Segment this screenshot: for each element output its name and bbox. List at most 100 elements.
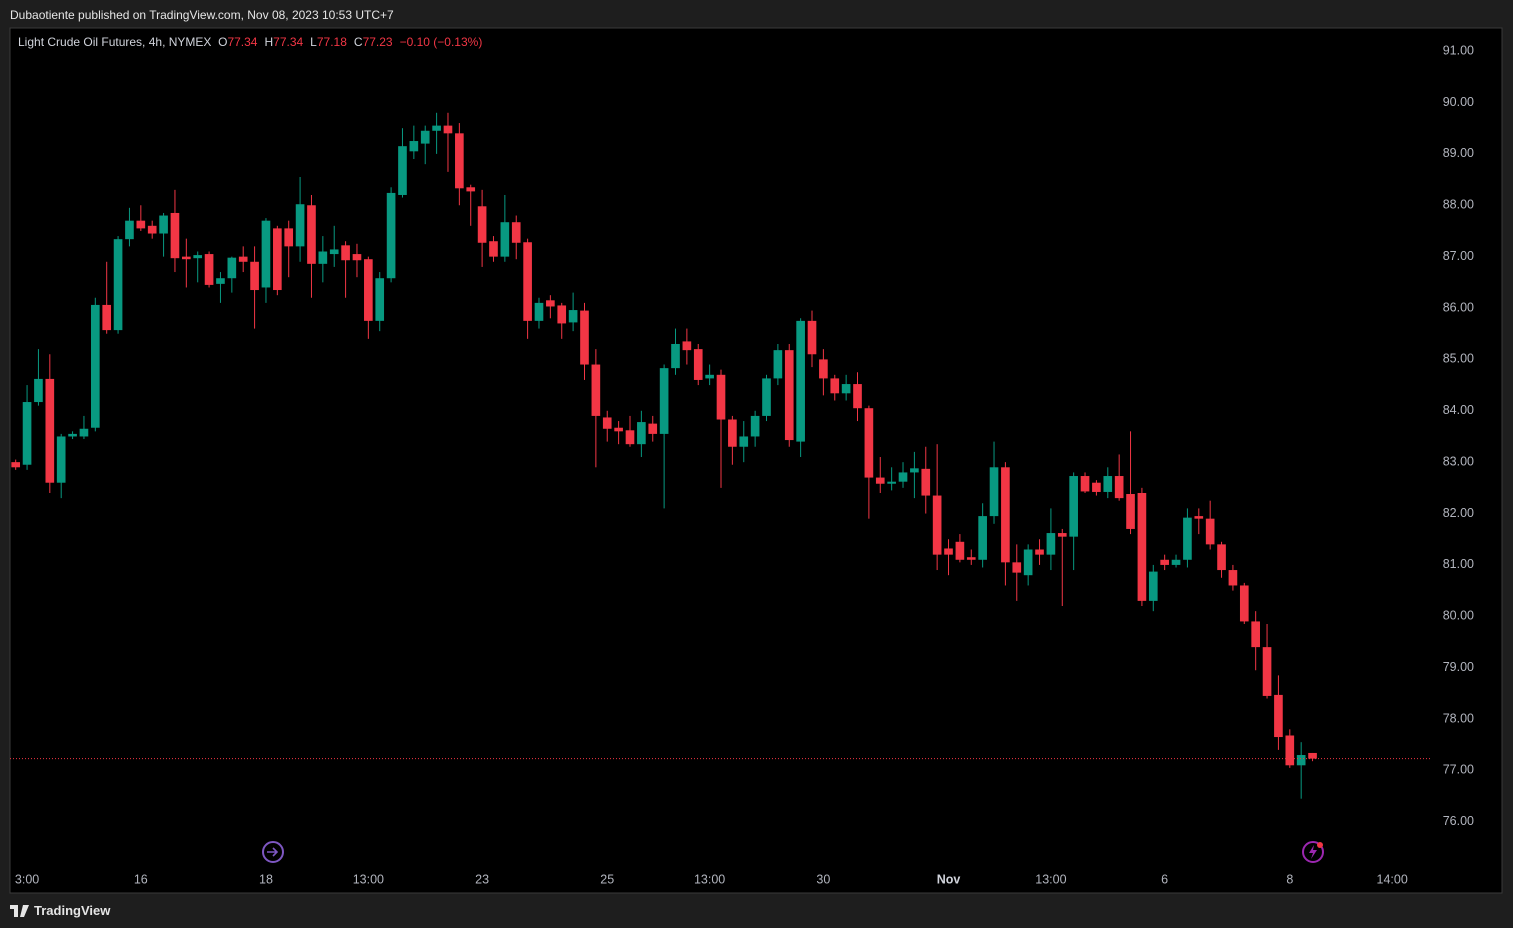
candle-body bbox=[546, 300, 555, 307]
candle-body bbox=[182, 256, 191, 260]
candle-body bbox=[659, 368, 669, 434]
candle-body bbox=[1217, 544, 1226, 571]
candle-body bbox=[250, 261, 259, 291]
candle-body bbox=[1137, 492, 1147, 601]
logo bbox=[10, 904, 29, 917]
candle-body bbox=[500, 222, 510, 257]
y-tick-label: 86.00 bbox=[1443, 300, 1474, 314]
candle-body bbox=[34, 378, 43, 403]
candle-body bbox=[910, 468, 919, 473]
candle-body bbox=[932, 495, 942, 555]
candle-body bbox=[102, 304, 112, 331]
candle-body bbox=[1057, 533, 1067, 537]
y-tick-label: 87.00 bbox=[1443, 249, 1474, 263]
candle-body bbox=[147, 225, 157, 234]
icon-bolt bbox=[1309, 845, 1317, 859]
candle-body bbox=[978, 516, 987, 560]
candle-body bbox=[898, 472, 908, 482]
candle-body bbox=[1194, 516, 1204, 519]
candle-body bbox=[170, 212, 180, 259]
candle-body bbox=[614, 427, 623, 432]
event-icon[interactable] bbox=[262, 841, 284, 863]
candle-body bbox=[1251, 621, 1260, 648]
candle-body bbox=[11, 462, 21, 468]
candle-body bbox=[1160, 559, 1169, 565]
y-tick-label: 84.00 bbox=[1443, 403, 1474, 417]
candle-body bbox=[159, 215, 168, 234]
candle-body bbox=[1183, 517, 1192, 560]
candle-body bbox=[762, 378, 771, 416]
symbol: Light Crude Oil Futures, 4h, NYMEX bbox=[18, 35, 212, 49]
ohlc-key: H bbox=[264, 35, 274, 49]
candle-body bbox=[1001, 467, 1010, 563]
x-tick-label: 13:00 bbox=[694, 872, 725, 886]
candle-body bbox=[477, 206, 487, 243]
candle-body bbox=[1285, 735, 1295, 766]
y-tick-label: 91.00 bbox=[1443, 43, 1474, 57]
candle-body bbox=[466, 187, 476, 192]
candle-body bbox=[807, 320, 817, 355]
candle-body bbox=[1296, 755, 1306, 766]
candle-body bbox=[489, 241, 498, 257]
candle-body bbox=[864, 408, 874, 478]
candle-body bbox=[386, 192, 396, 279]
x-tick-label: 3:00 bbox=[15, 872, 39, 886]
candle-body bbox=[284, 228, 294, 247]
candle-body bbox=[887, 481, 896, 484]
candle-body bbox=[625, 430, 635, 445]
candle-body bbox=[568, 310, 578, 323]
ohlc-value: 77.34 bbox=[273, 35, 304, 49]
x-tick-label: 18 bbox=[259, 872, 273, 886]
candle-body bbox=[352, 254, 362, 261]
brand: TradingView bbox=[34, 903, 111, 918]
candle-body bbox=[1171, 559, 1181, 565]
candle-body bbox=[511, 222, 521, 243]
y-tick-label: 80.00 bbox=[1443, 609, 1474, 623]
candle-body bbox=[1274, 694, 1283, 738]
candle-body bbox=[841, 384, 851, 394]
candle-body bbox=[79, 428, 89, 437]
candle-body bbox=[364, 259, 373, 321]
y-tick-label: 77.00 bbox=[1443, 763, 1474, 777]
candle-body bbox=[534, 302, 544, 321]
candle-body bbox=[136, 220, 146, 229]
candle-body bbox=[1228, 570, 1238, 586]
candle-body bbox=[22, 402, 32, 465]
candle-body bbox=[1069, 476, 1078, 537]
alert-icon[interactable] bbox=[1302, 841, 1324, 863]
candle-body bbox=[216, 278, 225, 284]
candle-body bbox=[193, 255, 203, 259]
candle-body bbox=[1046, 533, 1056, 555]
icon-circle bbox=[262, 841, 284, 863]
x-tick-label: 13:00 bbox=[1035, 872, 1066, 886]
candle-body bbox=[648, 423, 658, 434]
candle-body bbox=[443, 125, 453, 134]
candle-body bbox=[1103, 476, 1113, 492]
candle-body bbox=[261, 220, 271, 288]
x-tick-label: 14:00 bbox=[1377, 872, 1408, 886]
candle-body bbox=[523, 242, 532, 321]
x-tick-label: Nov bbox=[937, 872, 961, 886]
ohlc-key: L bbox=[310, 35, 317, 49]
candle-body bbox=[227, 257, 237, 279]
x-tick-label: 23 bbox=[475, 872, 489, 886]
ohlc-value: 77.18 bbox=[316, 35, 347, 49]
candle-body bbox=[966, 557, 976, 560]
ohlc-value: 77.34 bbox=[227, 35, 258, 49]
candle-body bbox=[1148, 571, 1158, 601]
ohlc-key: O bbox=[218, 35, 228, 49]
y-tick-label: 82.00 bbox=[1443, 506, 1474, 520]
candle-body bbox=[204, 254, 214, 285]
candle-body bbox=[398, 146, 407, 195]
candle-body bbox=[944, 548, 953, 555]
candle-body bbox=[1126, 494, 1135, 529]
candle-body bbox=[1012, 562, 1022, 573]
candle-body bbox=[989, 467, 999, 517]
candle-body bbox=[773, 350, 783, 379]
candle-body bbox=[90, 304, 100, 428]
candle-body bbox=[728, 419, 737, 447]
candle-body bbox=[705, 374, 714, 379]
y-tick-label: 79.00 bbox=[1443, 660, 1474, 674]
candle-body bbox=[329, 249, 339, 255]
candle-body bbox=[295, 204, 305, 247]
